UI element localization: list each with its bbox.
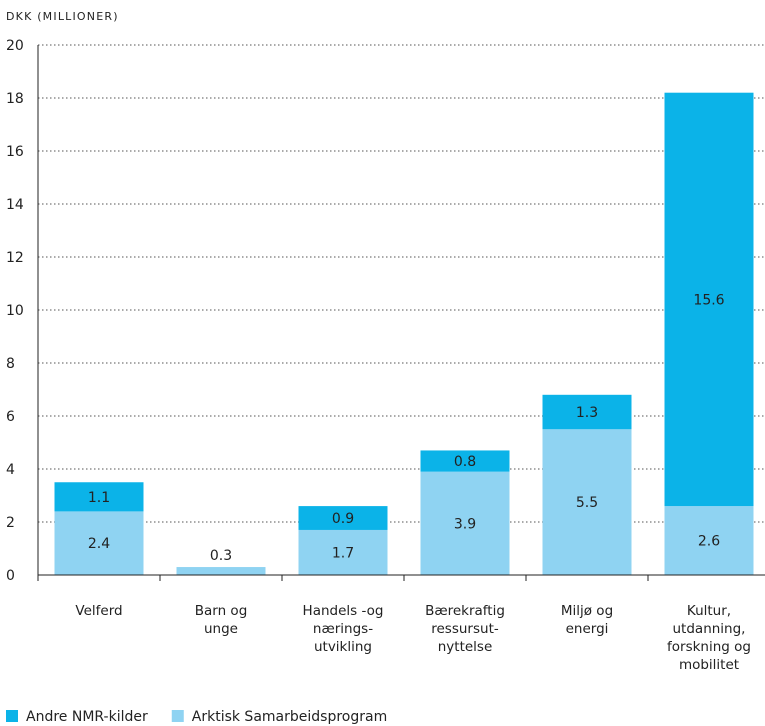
y-axis-unit-label: DKK (MILLIONER) [6,10,119,23]
bar-segment-arktisk [298,529,388,575]
bar-segment-andre [420,450,510,472]
value-label: 0.8 [454,454,476,470]
bar-segment-arktisk [542,429,632,575]
bar-segment-andre [664,92,754,507]
y-tick-label: 2 [6,515,15,531]
category-label-line: mobilitet [679,657,739,673]
y-tick-label: 12 [6,250,24,266]
category-label-line: Bærekraftig [425,603,505,619]
legend-label: Andre NMR-kilder [26,709,148,725]
y-tick-label: 18 [6,91,24,107]
category-label-line: unge [204,621,238,637]
y-tick-label: 14 [6,197,24,213]
category-label-line: Velferd [75,603,122,619]
y-tick-label: 6 [6,409,15,425]
legend-swatch [171,710,184,722]
category-label-line: nærings- [313,621,373,637]
category-label: Kultur, utdanning, forskning og mobilitet [667,603,751,673]
bar-segment-arktisk [54,511,144,575]
y-axis-ticks: 0 2 4 6 8 10 12 14 16 18 20 [6,38,24,584]
category-label-line: Kultur, [687,603,731,619]
value-label: 0.3 [210,548,232,564]
bar-segment-andre [54,482,144,512]
category-label: Barn og unge [195,603,248,637]
y-tick-label: 8 [6,356,15,372]
value-label: 0.9 [332,511,354,527]
y-tick-label: 4 [6,462,15,478]
value-label: 1.7 [332,545,354,561]
x-axis-category-labels: Velferd Barn og unge Handels -og nærings-utv… [75,603,751,673]
bar-segment-arktisk [420,471,510,575]
bars [54,92,754,575]
bar-segment-arktisk [664,506,754,575]
value-labels: 2.4 1.1 0.3 1.7 0.9 3.9 0.8 5.5 1.3 2.6 15.6 [88,292,725,564]
value-label: 2.4 [88,536,110,552]
category-label-line: utvikling [314,639,372,655]
value-label: 2.6 [698,534,720,550]
y-tick-label: 20 [6,38,24,54]
category-label: Velferd [75,603,122,619]
axes [37,45,765,581]
category-label-line: energi [566,621,609,637]
category-label-line: forskning og [667,639,751,655]
value-label: 1.1 [88,490,110,506]
bar-segment-arktisk [176,567,266,575]
legend: Andre NMR-kilder Arktisk Samarbeidsprogra… [6,709,387,725]
y-tick-label: 16 [6,144,24,160]
gridlines [38,44,765,523]
category-label-line: utdanning, [673,621,746,637]
bar-segment-andre [298,506,388,530]
category-label-line: ressursut- [431,621,499,637]
category-label-line: Handels -og [303,603,384,619]
value-label: 15.6 [693,292,724,308]
category-label-line: Miljø og [561,603,613,619]
category-label-line: Barn og [195,603,248,619]
legend-swatch [6,710,18,722]
value-label: 1.3 [576,405,598,421]
category-label: Handels -og nærings-utvikling [303,603,384,655]
category-label: Miljø og energi [561,603,613,637]
y-tick-label: 0 [6,568,15,584]
value-label: 5.5 [576,495,598,511]
category-label: Bærekraftig ressursut-nyttelse [425,603,505,655]
bar-segment-andre [542,394,632,430]
value-label: 3.9 [454,516,476,532]
legend-label: Arktisk Samarbeidsprogram [192,709,387,725]
y-tick-label: 10 [6,303,24,319]
category-label-line: nyttelse [438,639,493,655]
